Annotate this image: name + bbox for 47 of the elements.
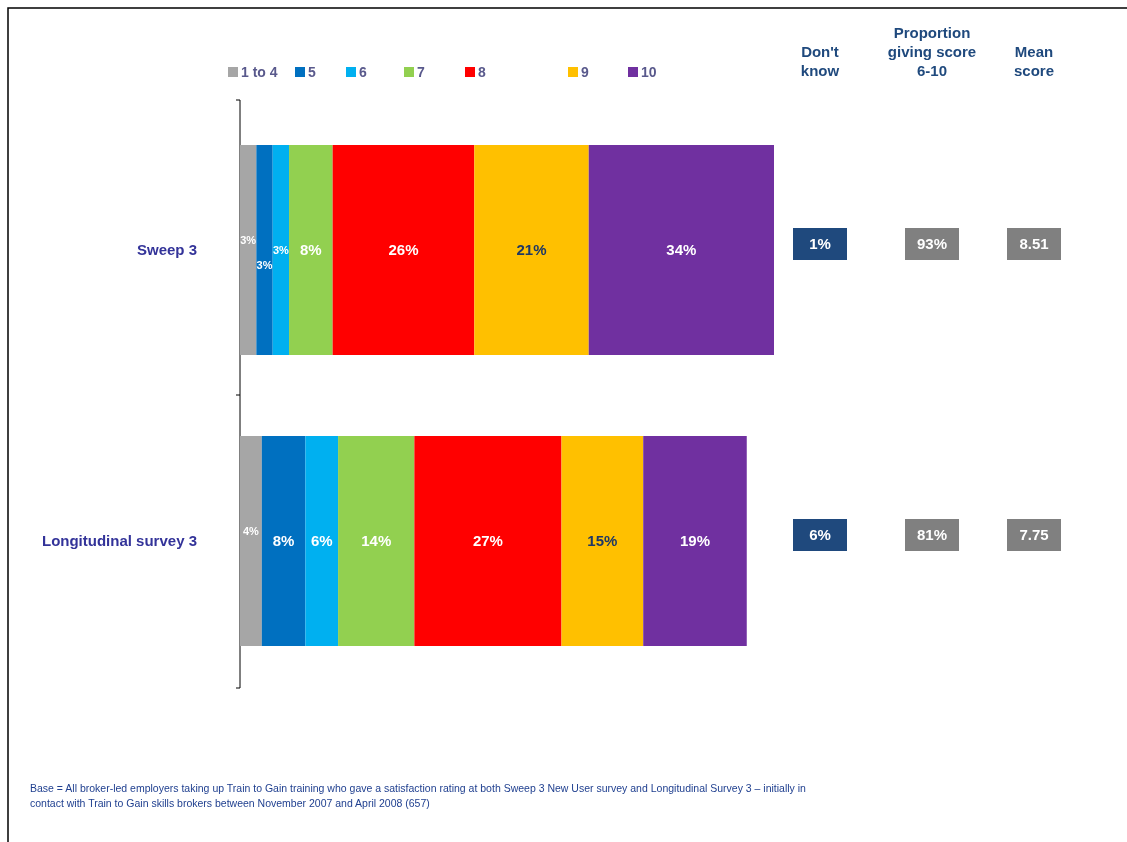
bar	[272, 145, 290, 355]
text: 8.51	[1019, 235, 1049, 253]
bar	[289, 145, 333, 355]
data-label: 21%	[516, 241, 547, 259]
data-label: 3%	[256, 258, 273, 271]
data-label: 3%	[240, 233, 257, 246]
data-label: 26%	[388, 241, 419, 259]
legend-label: 6	[359, 63, 367, 80]
bar	[305, 436, 339, 646]
data-label: 8%	[272, 532, 295, 550]
y-tick-label: Longitudinal survey 3	[41, 532, 197, 550]
bar	[240, 436, 262, 646]
data-label: 3%	[272, 243, 290, 256]
text: 7.75	[1019, 526, 1049, 544]
data-label: 19%	[679, 532, 711, 550]
text: 6%	[809, 526, 831, 544]
legend-label: 8	[478, 63, 486, 80]
bar	[561, 436, 644, 646]
legend-label: 7	[417, 63, 425, 80]
data-label: 15%	[587, 532, 618, 550]
bar	[240, 145, 257, 355]
data-label: 14%	[361, 532, 392, 550]
data-label: 34%	[666, 241, 697, 259]
bar	[588, 145, 774, 355]
bar	[256, 145, 273, 355]
legend-label: 1 to 4	[241, 63, 278, 80]
data-label: 27%	[472, 532, 503, 550]
text: 81%	[916, 526, 948, 544]
bar	[261, 436, 306, 646]
category-label: Mean score	[1013, 43, 1055, 79]
bar	[338, 436, 415, 646]
category-label: Don't know	[800, 43, 840, 79]
text: Base = All broker-led employers taking up Train to Gain training who gave a satisfaction rating at both Sweep 3 New User survey and Longitudinal Survey 3 – initially in contact with Train to Gain skills brokers between November 2007 and April 2008 (657)	[30, 782, 807, 809]
data-label: 8%	[299, 241, 322, 259]
bar	[643, 436, 747, 646]
data-label: 6%	[310, 532, 333, 550]
bar	[414, 436, 562, 646]
legend-label: 5	[308, 63, 316, 80]
bar	[474, 145, 589, 355]
text: 1%	[809, 235, 831, 253]
bar	[332, 145, 475, 355]
data-label: 4%	[242, 524, 260, 537]
legend-label: 10	[641, 63, 657, 80]
y-tick-label: Sweep 3	[136, 241, 197, 259]
text: 93%	[916, 235, 948, 253]
category-label: Proportion giving score 6-10	[887, 24, 977, 79]
legend-label: 9	[581, 63, 589, 80]
